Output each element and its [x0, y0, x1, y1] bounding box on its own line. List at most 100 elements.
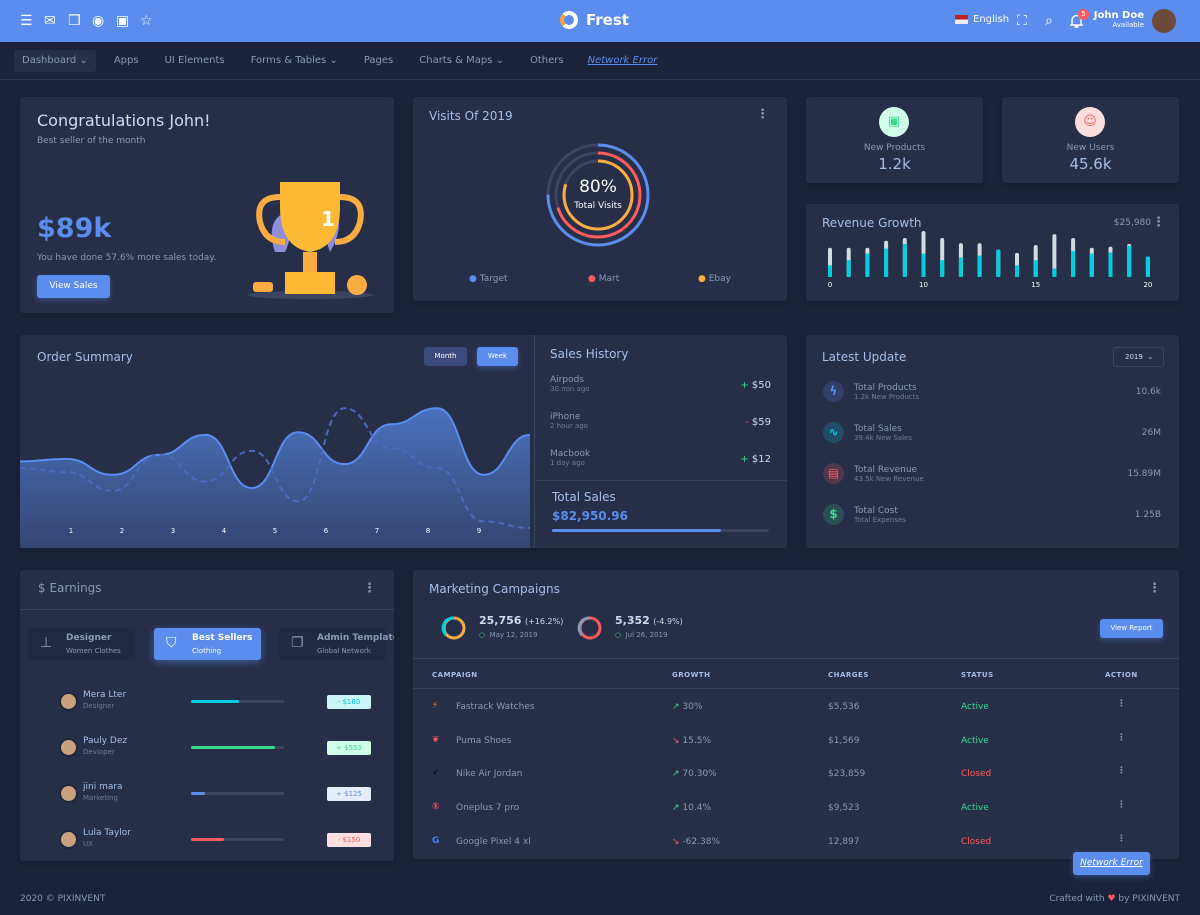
more-options-icon[interactable]: ⋮: [1152, 215, 1165, 230]
avatar[interactable]: [1152, 9, 1176, 33]
x-axis-label: 9: [477, 527, 481, 535]
earnings-title: $ Earnings: [38, 581, 102, 595]
amount-badge: + $553: [327, 741, 371, 755]
row-actions-icon[interactable]: ⋮: [1117, 833, 1126, 844]
activity-icon: ∿: [823, 422, 844, 443]
visits-card: Visits Of 2019 ⋮ 80% Total Visits ● Targ…: [413, 97, 787, 301]
sales-history-item: Macbook 1 day ago: [550, 449, 591, 467]
user-menu[interactable]: John Doe Available: [1093, 10, 1144, 29]
avatar: [59, 784, 78, 803]
revenue-bar-part: [884, 248, 889, 277]
campaign-ring-2: [577, 616, 602, 640]
row-actions-icon[interactable]: ⋮: [1117, 766, 1126, 777]
top-header: ☰ ✉ ❐ ◉ ▣ ☆ Frest English ⛶ ⌕ 5 John Doe…: [0, 0, 1200, 42]
star-icon[interactable]: ☆: [140, 13, 153, 29]
earnings-tab-1[interactable]: ⛉ Best Sellers Clothing: [154, 628, 261, 660]
logo-icon: [560, 11, 578, 29]
marketing-campaigns-card: Marketing Campaigns ⋮ 25,756 (+16.2%) ○ …: [413, 570, 1179, 859]
x-axis-label: 2: [120, 527, 124, 535]
more-options-icon[interactable]: ⋮: [756, 107, 769, 122]
nav-network-error[interactable]: Network Error: [587, 55, 658, 66]
revenue-bar-chart: 0 10 15 20: [828, 230, 1152, 289]
fullscreen-icon[interactable]: ⛶: [1017, 13, 1027, 29]
campaign-name: Nike Air Jordan: [456, 769, 523, 780]
mail-icon[interactable]: ✉: [44, 13, 56, 29]
nav-ui-elements[interactable]: UI Elements: [164, 54, 225, 66]
trending-up-icon: ↗: [672, 803, 680, 814]
growth-cell: ↘ -62.38%: [672, 836, 720, 847]
latest-update-item: Total Revenue 43.5k New Revenue: [854, 465, 924, 483]
network-error-toast[interactable]: Network Error: [1073, 852, 1150, 875]
growth-cell: ↗ 30%: [672, 702, 703, 712]
amount-badge: - $150: [327, 833, 371, 847]
nav-others[interactable]: Others: [529, 54, 564, 66]
search-icon[interactable]: ⌕: [1045, 13, 1053, 29]
earnings-tab-2[interactable]: ❐ Admin Template Global Network: [279, 628, 394, 660]
revenue-bar-part: [1127, 245, 1132, 277]
view-report-button[interactable]: View Report: [1100, 619, 1163, 638]
heart-icon: ♥: [1107, 894, 1116, 904]
zap-icon: ϟ: [823, 381, 844, 402]
more-options-icon[interactable]: ⋮: [363, 581, 376, 596]
menu-icon[interactable]: ☰: [20, 13, 33, 29]
revenue-x-label: 15: [1031, 281, 1040, 289]
google-logo-icon: G: [432, 835, 440, 846]
legend-ebay: ● Ebay: [698, 274, 731, 284]
calendar-icon[interactable]: ▣: [116, 13, 130, 29]
nav-apps[interactable]: Apps: [113, 54, 139, 66]
revenue-bar-part: [1089, 253, 1094, 277]
sales-history-item: iPhone 2 hour ago: [550, 412, 588, 430]
nav-charts-maps[interactable]: Charts & Maps ⌄: [419, 54, 504, 66]
revenue-bar-part: [958, 257, 963, 277]
campaign-name: Oneplus 7 pro: [456, 803, 520, 814]
status-badge: Active: [961, 702, 989, 712]
dollar-icon: $: [823, 504, 844, 525]
tab-week[interactable]: Week: [477, 347, 518, 366]
revenue-bar-part: [1015, 265, 1019, 277]
revenue-bar-part: [902, 243, 907, 277]
column-header: GROWTH: [672, 671, 711, 679]
chat-icon[interactable]: ❐: [68, 13, 81, 29]
dollar-icon: $: [38, 581, 46, 595]
tab-month[interactable]: Month: [424, 347, 467, 366]
ring-target: [546, 143, 650, 247]
view-sales-button[interactable]: View Sales: [37, 275, 110, 298]
nav-dashboard[interactable]: Dashboard ⌄: [14, 49, 96, 72]
check-circle-icon[interactable]: ◉: [92, 13, 105, 29]
revenue-bar-part: [1052, 268, 1057, 277]
avatar: [59, 830, 78, 849]
revenue-bar-part: [828, 265, 832, 277]
briefcase-icon: ▣: [879, 107, 909, 137]
fastrack-logo-icon: ⚡: [432, 701, 439, 711]
brand-logo[interactable]: Frest: [560, 11, 629, 29]
divider: [534, 335, 535, 548]
revenue-bar-part: [1071, 250, 1076, 277]
new-users-card: ☺ New Users 45.6k: [1002, 97, 1179, 183]
nav-pages[interactable]: Pages: [363, 54, 394, 66]
nav-forms-tables[interactable]: Forms & Tables ⌄: [250, 54, 338, 66]
row-actions-icon[interactable]: ⋮: [1117, 800, 1126, 811]
revenue-bar-part: [940, 260, 945, 277]
x-axis-label: 3: [171, 527, 175, 535]
language-selector[interactable]: English: [955, 14, 1009, 25]
trending-up-icon: ↗: [672, 702, 680, 712]
footer-credits: Crafted with ♥ by PIXINVENT: [1049, 894, 1180, 904]
earnings-tab-0[interactable]: ⊥ Designer Women Clothes: [28, 628, 135, 660]
trending-up-icon: ↗: [672, 769, 680, 780]
us-flag-icon: [955, 15, 968, 24]
year-select[interactable]: 2019 ⌄: [1113, 347, 1164, 367]
row-actions-icon[interactable]: ⋮: [1117, 732, 1126, 743]
status-badge: Closed: [961, 769, 992, 780]
trending-down-icon: ↘: [672, 735, 680, 746]
congratulations-card: Congratulations John! Best seller of the…: [20, 97, 394, 313]
row-actions-icon[interactable]: ⋮: [1117, 699, 1126, 709]
status-badge: Active: [961, 803, 989, 814]
credit-card-icon: ▤: [823, 463, 844, 484]
x-axis-label: 1: [69, 527, 73, 535]
revenue-x-label: 10: [919, 281, 928, 289]
more-options-icon[interactable]: ⋮: [1148, 581, 1161, 596]
column-header: CHARGES: [828, 671, 869, 679]
campaign-name: Fastrack Watches: [456, 702, 535, 712]
earner-item: Lula Taylor UX: [83, 828, 131, 848]
